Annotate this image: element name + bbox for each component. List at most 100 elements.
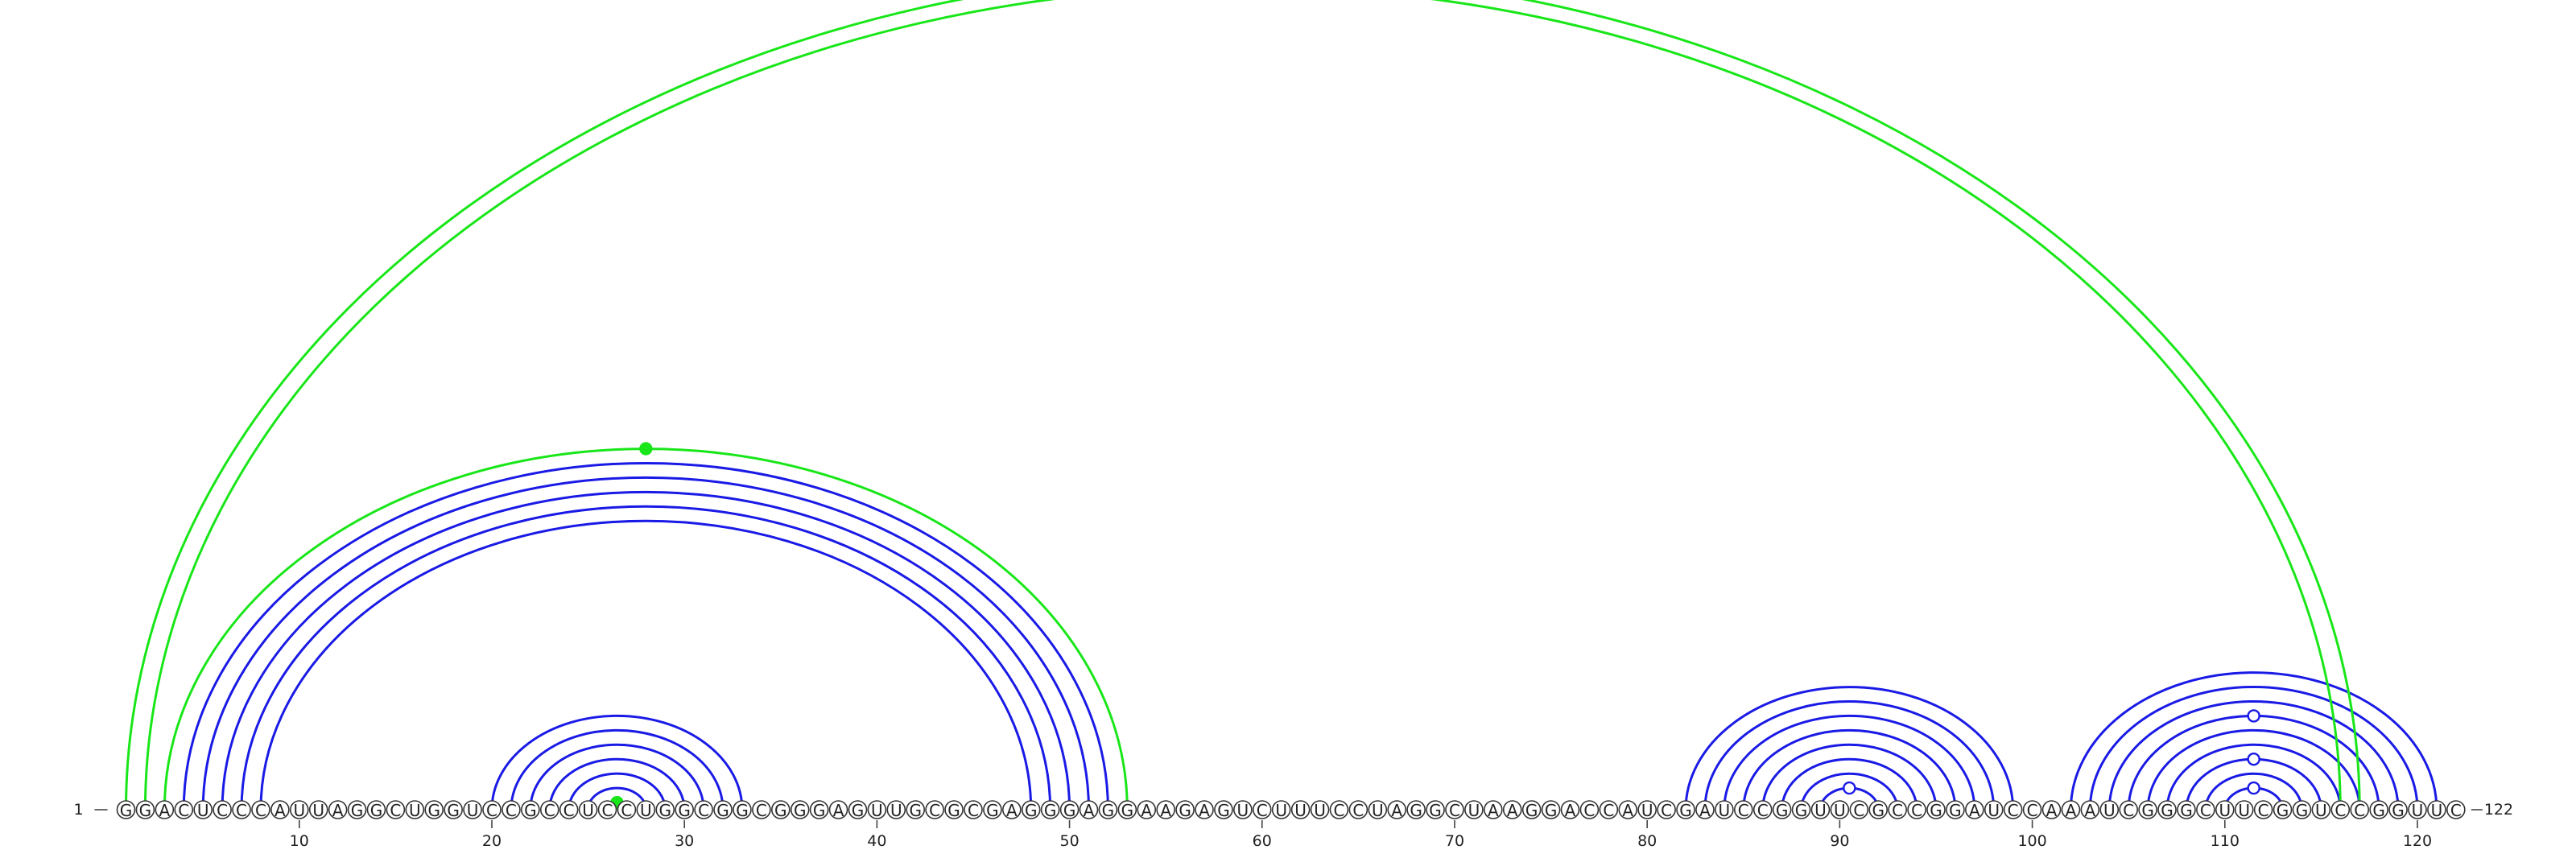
pair-markers <box>610 442 2260 810</box>
nucleotide-letter: G <box>120 801 133 820</box>
nucleotide-111: U <box>2234 800 2254 820</box>
nucleotide-circle <box>2196 800 2215 819</box>
nucleotide-25: U <box>578 800 598 820</box>
nucleotide-circle <box>790 800 810 819</box>
nucleotide-35: G <box>770 800 791 820</box>
tick-label-10: 10 <box>290 832 309 850</box>
nucleotide-38: A <box>828 800 848 820</box>
nucleotide-106: G <box>2138 800 2157 820</box>
nucleotide-9: A <box>270 800 290 820</box>
nucleotide-14: G <box>366 800 386 820</box>
nucleotide-letter: C <box>217 801 228 820</box>
nucleotide-letter: A <box>1391 801 1402 820</box>
nucleotide-circle <box>867 800 887 819</box>
nucleotide-letter: U <box>1641 801 1653 820</box>
pair-marker-110-113 <box>2247 781 2260 795</box>
nucleotide-circle <box>2408 800 2427 819</box>
nucleotide-58: G <box>1214 800 1233 820</box>
nucleotide-circle <box>2253 800 2273 819</box>
nucleotide-108: G <box>2177 800 2196 820</box>
tick-label-60: 60 <box>1253 832 1272 850</box>
sequence-start-label: 1 <box>74 801 84 819</box>
nucleotide-letter: G <box>1044 801 1057 820</box>
nucleotide-15: C <box>386 800 406 820</box>
nucleotide-91: C <box>1849 800 1869 820</box>
pair-arc-8-48 <box>259 519 1033 811</box>
nucleotide-89: U <box>1810 800 1831 820</box>
nucleotide-26: C <box>597 800 617 820</box>
pair-arc-85-96 <box>1742 728 1957 811</box>
nucleotide-circle <box>1175 800 1195 819</box>
nucleotide-circle <box>1715 800 1734 819</box>
nucleotide-letter: U <box>582 801 594 820</box>
nucleotide-circle <box>232 800 251 819</box>
nucleotide-circle <box>1368 800 1388 819</box>
nucleotide-116: C <box>2330 800 2351 820</box>
nucleotide-letter: U <box>1294 801 1307 820</box>
nucleotide-letter: G <box>524 801 537 820</box>
nucleotide-120: U <box>2408 800 2427 820</box>
nucleotide-letter: C <box>1352 801 1364 820</box>
nucleotide-circle <box>1888 800 1907 819</box>
nucleotide-letter: G <box>659 801 672 820</box>
nucleotide-94: C <box>1907 800 1926 820</box>
nucleotide-83: A <box>1695 800 1715 820</box>
nucleotide-circle <box>809 800 829 819</box>
nucleotide-100: C <box>2022 800 2042 820</box>
nucleotide-circle <box>116 800 136 819</box>
nucleotide-5: U <box>193 800 213 820</box>
tick-label-50: 50 <box>1059 832 1079 850</box>
noncanonical-arc-3-53 <box>163 448 1129 811</box>
nucleotide-letter: U <box>1275 801 1287 820</box>
nucleotide-letter: C <box>1333 801 1344 820</box>
nucleotide-letter: A <box>2046 801 2058 820</box>
nucleotide-119: G <box>2388 800 2408 820</box>
pair-marker-105-118 <box>2247 709 2260 723</box>
nucleotide-circle <box>964 800 983 819</box>
nucleotide-circle <box>386 800 406 819</box>
nucleotide-letter: G <box>2372 801 2385 820</box>
pair-arc-7-49 <box>240 505 1052 811</box>
nucleotide-circle <box>1079 800 1099 819</box>
nucleotide-117: C <box>2350 800 2370 820</box>
nucleotide-52: G <box>1098 800 1118 820</box>
nucleotide-circle <box>694 800 713 819</box>
sequence-end-label: 122 <box>2484 801 2513 819</box>
nucleotide-letter: C <box>2200 801 2211 820</box>
nucleotide-circle <box>1657 800 1676 819</box>
nucleotide-letter: G <box>794 801 807 820</box>
nucleotide-letter: C <box>1583 801 1595 820</box>
nucleotide-1: G <box>116 800 136 820</box>
nucleotide-letter: A <box>275 801 286 820</box>
pair-arc-23-30 <box>548 757 686 811</box>
pair-marker-3-53 <box>639 442 653 456</box>
nucleotide-36: G <box>790 800 810 820</box>
nucleotide-letter: C <box>1738 801 1749 820</box>
nucleotide-110: U <box>2215 800 2235 820</box>
nucleotide-circle <box>2446 800 2466 819</box>
nucleotide-circle <box>2022 800 2042 819</box>
nucleotide-circle <box>270 800 290 819</box>
nucleotide-circle <box>502 800 521 819</box>
nucleotide-64: C <box>1329 800 1349 820</box>
nucleotide-circle <box>1868 800 1889 819</box>
nucleotide-circle <box>1502 800 1522 819</box>
nucleotide-letter: C <box>1257 801 1268 820</box>
nucleotide-19: U <box>463 800 482 820</box>
nucleotide-circle <box>2388 800 2408 819</box>
nucleotide-95: G <box>1926 800 1946 820</box>
nucleotide-circle <box>1271 800 1291 819</box>
position-axis: 10 20 30 40 50 60 70 80 90 100 110 120 <box>290 820 2432 850</box>
nucleotide-letter: C <box>1661 801 1672 820</box>
nucleotide-letter: A <box>1199 801 1210 820</box>
nucleotide-letter: U <box>2238 801 2250 820</box>
nucleotide-105: C <box>2119 800 2138 820</box>
nucleotide-48: G <box>1021 800 1041 820</box>
nucleotide-88: G <box>1791 800 1811 820</box>
pair-arc-103-120 <box>2088 686 2419 811</box>
nucleotide-letter: C <box>1603 801 1614 820</box>
nucleotide-circle <box>1618 800 1638 819</box>
nucleotide-letter: U <box>2219 801 2231 820</box>
nucleotide-28: U <box>636 800 656 820</box>
